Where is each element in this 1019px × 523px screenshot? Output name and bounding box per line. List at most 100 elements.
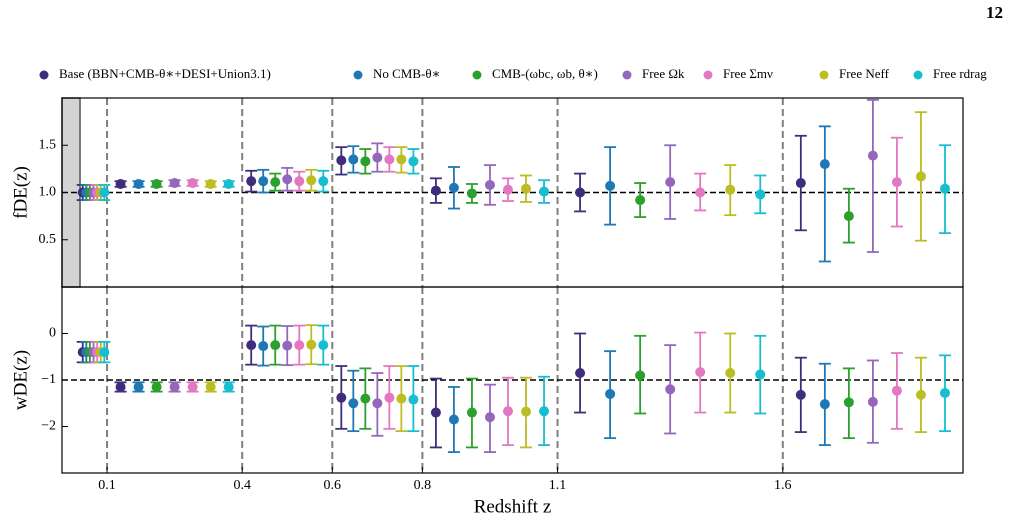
data-point [867,150,878,161]
data-point [133,381,144,392]
legend-marker [622,70,632,80]
legend-label: Free rdrag [933,66,987,81]
panel-frame [61,286,964,474]
data-point [819,159,830,170]
data-point [755,369,766,380]
data-point [635,370,646,381]
legend-label: Free Neff [839,66,890,81]
data-point [223,178,234,189]
data-point [99,347,110,358]
data-point [605,180,616,191]
y-tick-label: 1.0 [39,185,57,200]
data-point [605,388,616,399]
legend-label: CMB-(ωbc, ωb, θ∗) [492,66,598,81]
data-point [169,178,180,189]
data-point [725,184,736,195]
data-point [151,178,162,189]
data-point [695,187,706,198]
data-point [521,183,532,194]
data-point [384,392,395,403]
data-point [891,385,902,396]
data-point [360,393,371,404]
data-point [939,388,950,399]
data-point [372,398,383,409]
data-point [939,183,950,194]
data-point [205,178,216,189]
legend-label: Free Ωk [642,66,685,81]
x-tick-label: 0.6 [324,478,342,493]
data-point [915,389,926,400]
data-point [635,195,646,206]
page-number: 12 [986,3,1003,22]
data-point [270,340,281,351]
data-point [306,339,317,350]
y-tick-label: −2 [41,419,56,434]
data-point [725,368,736,379]
data-point [258,176,269,187]
data-point [205,381,216,392]
data-point [396,154,407,165]
data-point [430,407,441,418]
x-tick-label: 0.8 [414,478,432,493]
data-point [665,177,676,188]
data-point [843,397,854,408]
data-point [843,211,854,222]
data-point [282,340,293,351]
data-point [258,341,269,352]
data-point [915,171,926,182]
data-point [318,340,329,351]
data-point [151,381,162,392]
data-point [294,340,305,351]
x-tick-label: 1.6 [774,478,792,493]
data-point [891,177,902,188]
y-tick-label: 0.5 [39,232,57,247]
y-tick-label: 1.5 [39,137,57,152]
data-point [360,156,371,167]
data-point [294,176,305,187]
data-point [795,178,806,189]
data-point [372,152,383,163]
legend-marker [353,70,363,80]
data-point [318,176,329,187]
data-point [755,189,766,200]
data-point [484,179,495,190]
legend-label: Free Σmν [723,66,773,81]
legend-marker [703,70,713,80]
data-point [270,177,281,188]
y-tick-label: −1 [41,372,56,387]
data-point [306,175,317,186]
data-point [521,406,532,417]
data-point [115,178,126,189]
data-point [575,187,586,198]
data-point [336,392,347,403]
data-point [282,174,293,185]
data-point [408,156,419,167]
data-point [223,381,234,392]
data-point [819,399,830,410]
data-point [187,381,198,392]
data-point [448,414,459,425]
data-point [466,407,477,418]
data-point [867,396,878,407]
y-axis-label: fDE(z) [10,166,31,219]
y-tick-label: 0 [49,326,56,341]
data-point [348,154,359,165]
data-point [187,178,198,189]
data-point [448,182,459,193]
legend-label: No CMB-θ∗ [373,66,440,81]
data-point [336,155,347,166]
legend-marker [819,70,829,80]
data-point [502,184,513,195]
data-point [246,176,257,187]
data-point [348,398,359,409]
legend-marker [913,70,923,80]
data-point [795,389,806,400]
data-point [502,406,513,417]
data-point [384,154,395,165]
x-tick-label: 0.4 [233,478,251,493]
legend-marker [39,70,49,80]
data-point [665,384,676,395]
data-point [539,186,550,197]
